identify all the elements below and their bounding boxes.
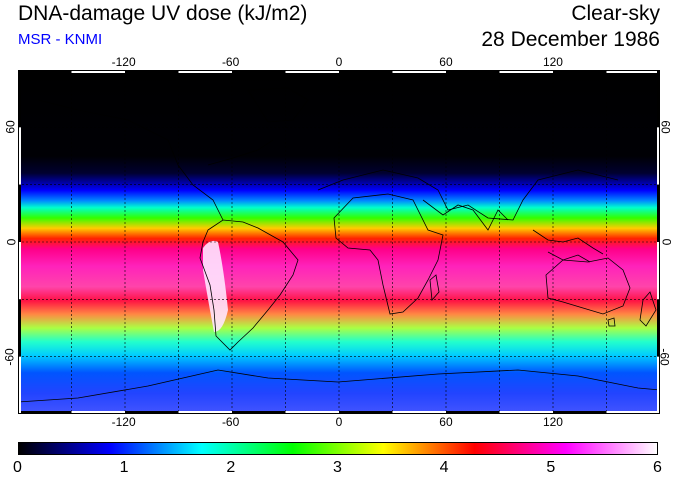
colorbar-label: 0 — [13, 459, 22, 476]
longitude-label-bottom: -60 — [221, 415, 240, 429]
frame-segment — [18, 411, 72, 414]
longitude-label-top: 60 — [439, 55, 453, 69]
frame-segment — [339, 70, 393, 73]
frame-segment — [657, 242, 660, 300]
uv-dose-map — [18, 70, 660, 414]
latitude-label-left: -60 — [2, 347, 17, 366]
map-title: DNA-damage UV dose (kJ/m2) — [18, 2, 308, 25]
longitude-label-top: 120 — [542, 55, 563, 69]
frame-segment — [178, 70, 232, 73]
frame-segment — [499, 70, 553, 73]
frame-segment — [18, 70, 72, 73]
frame-segment — [18, 299, 21, 357]
frame-segment — [125, 411, 179, 414]
frame-segment — [18, 242, 21, 300]
frame-segment — [606, 70, 660, 73]
frame-segment — [18, 127, 21, 185]
frame-segment — [446, 411, 500, 414]
longitude-label-top: -60 — [221, 55, 240, 69]
colorbar-label: 5 — [546, 459, 556, 476]
longitude-label-bottom: 120 — [542, 415, 563, 429]
frame-segment — [18, 70, 21, 128]
colorbar-label: 6 — [653, 459, 662, 476]
frame-segment — [339, 411, 393, 414]
latitude-label-left: 60 — [3, 120, 18, 135]
longitude-label-bottom: 0 — [335, 415, 343, 429]
map-frame — [18, 70, 660, 414]
latitude-label-right: -60 — [657, 347, 672, 366]
frame-segment — [71, 411, 125, 414]
frame-segment — [657, 127, 660, 185]
latitude-label-left: 0 — [3, 238, 18, 246]
frame-segment — [657, 184, 660, 242]
frame-segment — [18, 184, 21, 242]
frame-segment — [232, 411, 286, 414]
frame-segment — [285, 411, 339, 414]
frame-segment — [285, 70, 339, 73]
sky-condition-label: Clear-sky — [571, 2, 660, 25]
frame-segment — [18, 356, 21, 414]
frame-segment — [553, 70, 607, 73]
latitude-label-right: 0 — [658, 238, 673, 246]
coastlines — [18, 87, 660, 403]
color-scale-bar — [18, 442, 658, 455]
frame-segment — [392, 70, 446, 73]
date-label: 28 December 1986 — [481, 28, 660, 51]
frame-segment — [553, 411, 607, 414]
frame-segment — [446, 70, 500, 73]
graticule — [18, 70, 660, 414]
map-border — [18, 70, 660, 414]
frame-segment — [71, 70, 125, 73]
longitude-label-bottom: 60 — [439, 415, 453, 429]
frame-segment — [232, 70, 286, 73]
frame-segment — [657, 356, 660, 414]
colorbar-label: 3 — [333, 459, 342, 476]
frame-segment — [657, 299, 660, 357]
frame-segment — [392, 411, 446, 414]
frame-segment — [606, 411, 660, 414]
longitude-label-top: 0 — [335, 55, 343, 69]
frame-segment — [125, 70, 179, 73]
frame-segment — [178, 411, 232, 414]
frame-segment — [499, 411, 553, 414]
longitude-label-bottom: -120 — [111, 415, 136, 429]
latitude-label-right: 60 — [658, 120, 673, 135]
colorbar-label: 4 — [439, 459, 449, 476]
source-label: MSR - KNMI — [18, 31, 103, 48]
colorbar-label: 1 — [119, 459, 129, 476]
longitude-label-top: -120 — [111, 55, 136, 69]
colorbar-label: 2 — [226, 459, 236, 476]
frame-segment — [657, 70, 660, 128]
